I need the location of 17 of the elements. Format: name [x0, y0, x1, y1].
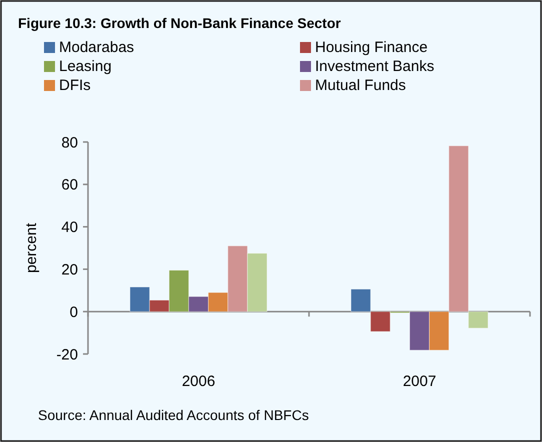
legend-label: Housing Finance — [315, 39, 428, 56]
legend-label: Mutual Funds — [315, 77, 406, 94]
legend-label: Modarabas — [59, 39, 134, 56]
x-tick-label: 2006 — [182, 373, 216, 390]
source-note: Source: Annual Audited Accounts of NBFCs — [38, 407, 309, 423]
y-tick-label: 20 — [61, 261, 78, 278]
y-tick-label: 40 — [61, 219, 78, 236]
legend-label: Leasing — [59, 58, 112, 75]
chart-title: Figure 10.3: Growth of Non-Bank Finance Sector — [18, 15, 342, 31]
y-tick-label: 80 — [61, 134, 78, 152]
y-axis-title: percent — [23, 222, 40, 274]
legend-label: DFIs — [59, 77, 91, 94]
y-tick-label: 60 — [61, 176, 78, 194]
y-tick-label: 0 — [70, 304, 78, 321]
legend-label: Investment Banks — [315, 58, 434, 75]
y-tick-label: -20 — [56, 346, 78, 364]
x-tick-label: 2007 — [402, 373, 436, 390]
